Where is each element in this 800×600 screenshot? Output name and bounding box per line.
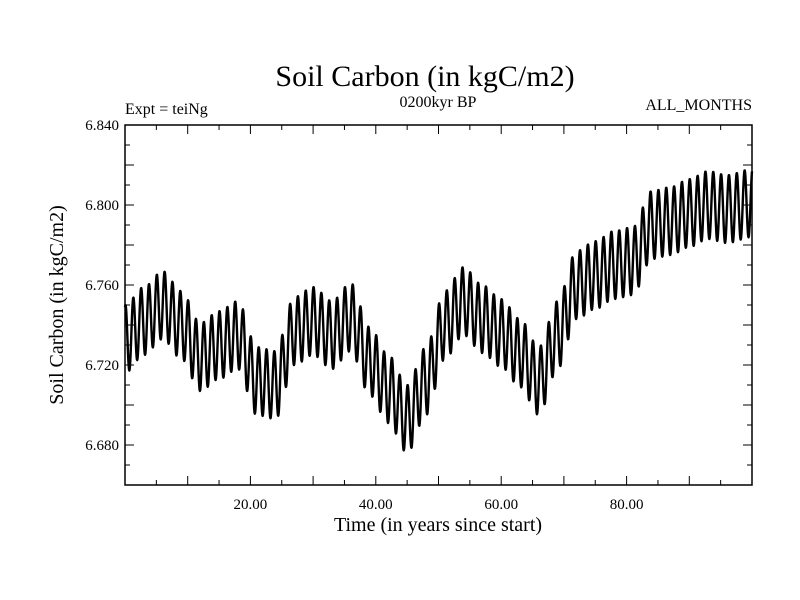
y-tick-label: 6.720: [85, 358, 119, 374]
y-tick-label: 6.680: [85, 438, 119, 454]
y-tick-label: 6.760: [85, 278, 119, 294]
x-tick-label: 40.00: [359, 497, 393, 513]
plot-area: 20.00 40.00 60.00 80.00 6.680 6.720 6.760 6.800…: [85, 118, 754, 513]
x-tick-label: 20.00: [234, 497, 268, 513]
axis-ticks: [125, 125, 752, 485]
months-label: ALL_MONTHS: [645, 97, 752, 114]
x-tick-label: 80.00: [610, 497, 644, 513]
y-axis-label: Soil Carbon (in kgC/m2): [46, 205, 68, 404]
x-tick-label: 60.00: [484, 497, 518, 513]
axis-tick-labels: 20.00 40.00 60.00 80.00 6.680 6.720 6.760 6.800…: [85, 118, 643, 513]
y-tick-label: 6.840: [85, 118, 119, 134]
x-axis-label: Time (in years since start): [334, 514, 542, 536]
series-line: [123, 169, 754, 452]
chart-title: Soil Carbon (in kgC/m2): [275, 60, 574, 93]
y-tick-label: 6.800: [85, 198, 119, 214]
period-label: 0200kyr BP: [400, 94, 477, 111]
experiment-label: Expt = teiNg: [125, 101, 208, 118]
